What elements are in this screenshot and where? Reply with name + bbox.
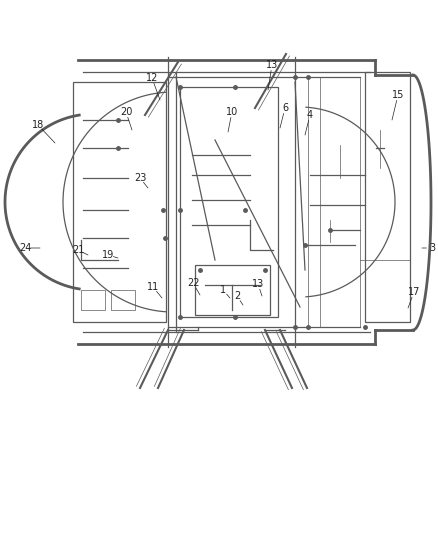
Bar [81, 290, 105, 310]
Text: 11: 11 [147, 282, 159, 292]
Bar [365, 72, 410, 322]
Text: 20: 20 [120, 107, 132, 117]
Bar [111, 290, 135, 310]
Bar [180, 87, 278, 317]
Text: 19: 19 [102, 250, 114, 260]
Text: 13: 13 [252, 279, 264, 289]
Text: 23: 23 [134, 173, 146, 183]
Text: 24: 24 [19, 243, 31, 253]
Text: 18: 18 [32, 120, 44, 130]
Bar [73, 82, 166, 322]
Text: 4: 4 [307, 110, 313, 120]
Text: 22: 22 [187, 278, 199, 288]
Text: 17: 17 [408, 287, 420, 297]
Text: 1: 1 [220, 285, 226, 295]
Text: 10: 10 [226, 107, 238, 117]
Text: 13: 13 [266, 60, 278, 70]
Text: 15: 15 [392, 90, 404, 100]
Text: 12: 12 [146, 73, 158, 83]
Text: 6: 6 [282, 103, 288, 113]
Bar [195, 265, 270, 315]
Text: 3: 3 [429, 243, 435, 253]
Text: 2: 2 [234, 291, 240, 301]
Text: 21: 21 [72, 245, 84, 255]
